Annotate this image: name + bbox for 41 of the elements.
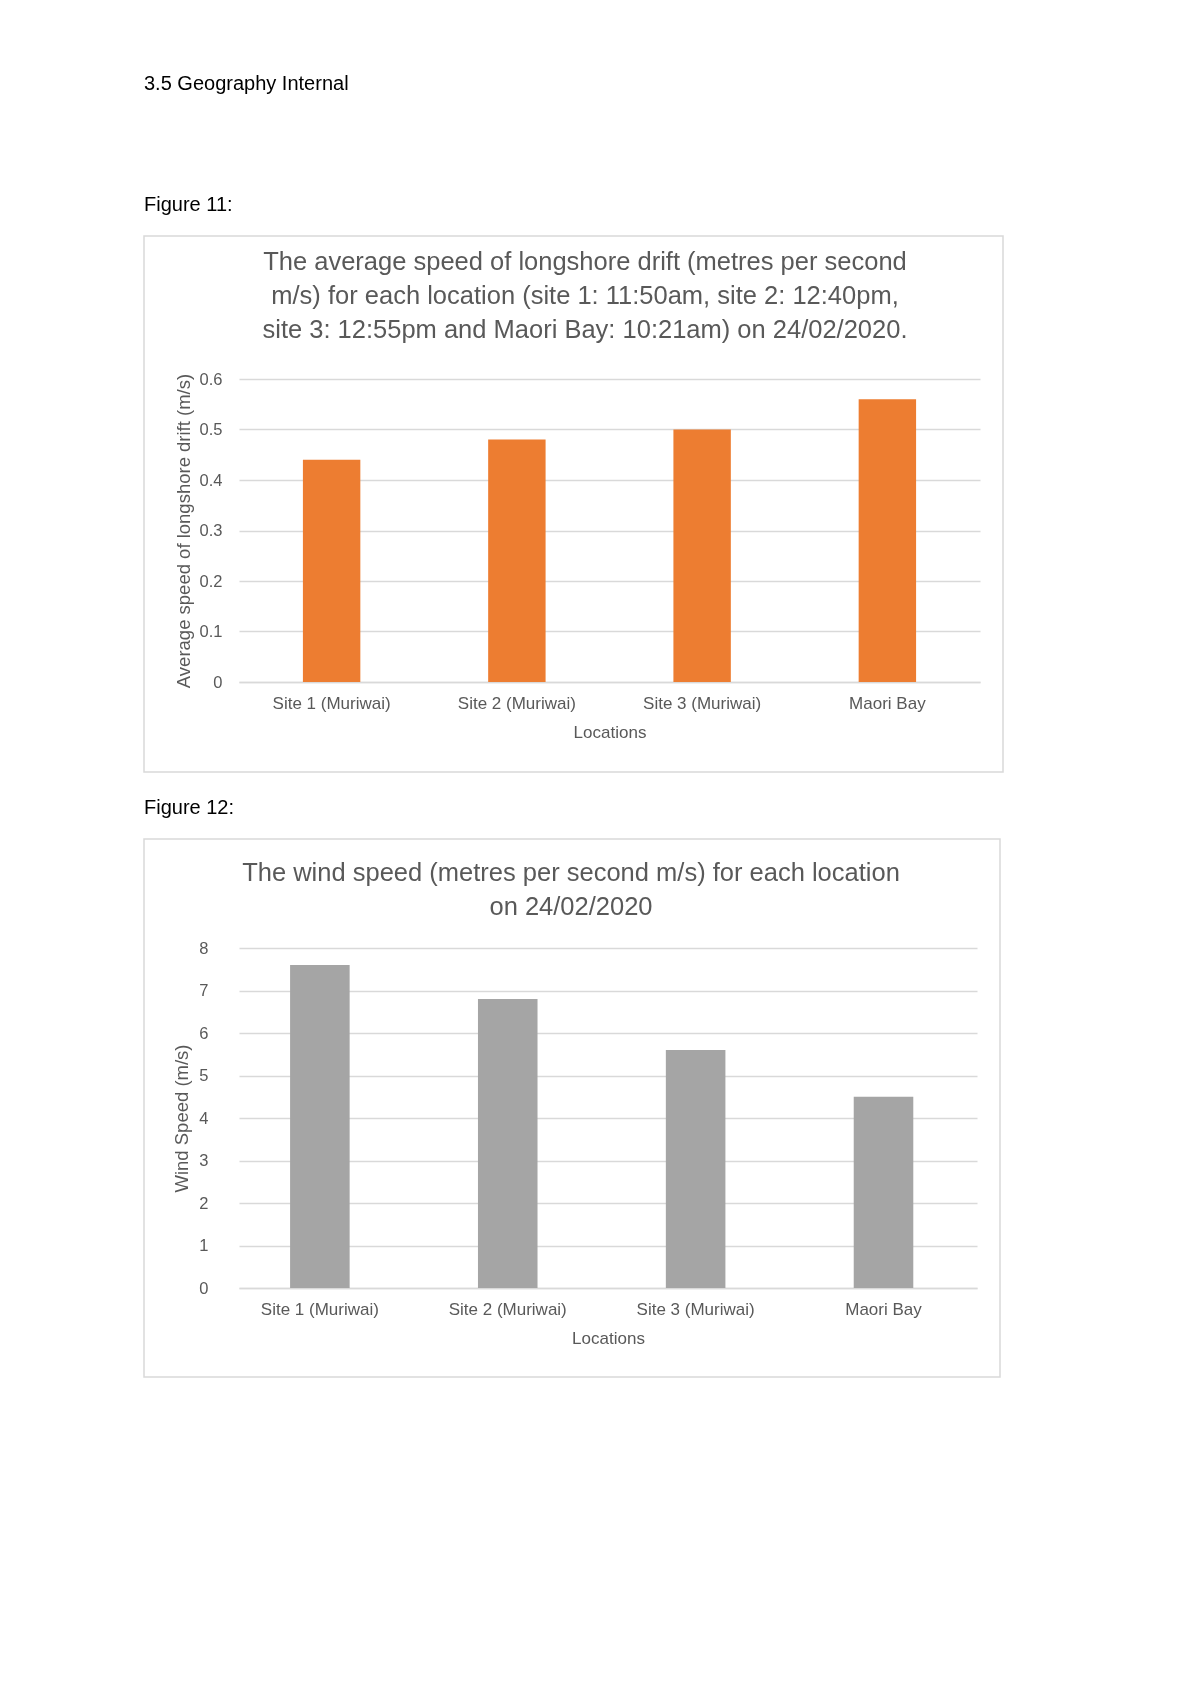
caption: Figure 11: [144,193,233,215]
y-tick-label: 6 [199,1023,209,1042]
y-tick-label: 7 [199,981,209,999]
y-tick-label: 0 [199,1278,209,1297]
x-tick-label: Maori Bay [849,693,927,713]
x-tick-label: Site 1 (Muriwai) [272,693,391,713]
y-tick-label: 4 [199,1108,209,1127]
x-tick-label: Site 2 (Muriwai) [448,1299,567,1319]
y-axis-title: Wind Speed (m/s) [171,1044,193,1193]
chart-title: The wind speed (metres per second m/s) for each location on 24/02/2020 [242,858,900,920]
x-tick-label: Site 2 (Muriwai) [457,693,576,713]
bar [488,439,546,682]
y-tick-label: 5 [199,1066,209,1084]
x-tick-label: Maori Bay [845,1299,923,1319]
bar [302,459,361,682]
y-tick-label: 0.4 [199,470,223,489]
x-axis-title: Locations [573,722,647,742]
y-tick-label: 3 [199,1151,209,1169]
bar [665,1050,726,1288]
y-tick-label: 0.2 [199,571,223,590]
x-tick-label: Site 1 (Muriwai) [260,1299,379,1319]
y-tick-label: 0.3 [199,521,223,539]
x-tick-label: Site 3 (Muriwai) [636,1299,755,1319]
y-tick-label: 0.6 [199,369,223,388]
y-tick-label: 0.1 [199,622,223,640]
text: 3.5 Geography Internal [144,72,349,94]
x-tick-label: Site 3 (Muriwai) [643,693,762,713]
y-axis-title: Average speed of longshore drift (m/s) [172,373,194,689]
bar [290,965,350,1288]
chart-title: The average speed of longshore drift (metres per second m/s) for each location (site 1: 11:50am, site 2: 12:40pm, site 3: 12:55pm and Maori Bay: 10:21am) on 24/02/2020. [262,247,908,343]
bar [673,429,731,682]
y-tick-label: 0 [213,672,223,691]
x-axis-title: Locations [572,1328,645,1348]
y-tick-label: 2 [199,1193,209,1212]
y-tick-label: 8 [199,938,209,957]
bar [858,399,917,682]
y-tick-label: 0.5 [199,420,223,438]
y-tick-label: 1 [199,1236,209,1254]
caption: Figure 12: [144,796,235,818]
bar [477,999,538,1288]
bar [853,1096,914,1288]
